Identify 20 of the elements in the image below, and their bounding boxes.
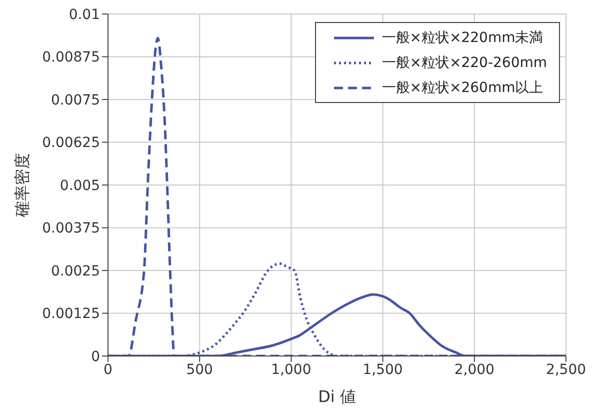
- x-tick-label: 1,500: [362, 362, 403, 378]
- y-tick-label: 0.01: [68, 6, 100, 23]
- y-axis-title: 確率密度: [12, 153, 32, 218]
- x-tick-label: 500: [186, 362, 213, 378]
- y-tick-label: 0.005: [60, 178, 100, 194]
- x-tick-label: 2,000: [454, 362, 494, 378]
- x-tick-label: 1,000: [271, 362, 312, 378]
- legend-label: 一般×粒状×220-260mm: [382, 54, 547, 72]
- legend-label: 一般×粒状×260mm以上: [382, 78, 544, 96]
- x-tick-label: 0: [104, 362, 112, 378]
- x-tick-label: 2,500: [546, 362, 586, 378]
- y-tick-label: 0.0025: [51, 263, 100, 280]
- legend-label: 一般×粒状×220mm未満: [382, 28, 544, 46]
- y-tick-label: 0.00875: [42, 50, 100, 66]
- y-tick-label: 0.00375: [42, 220, 100, 237]
- y-tick-label: 0.00625: [42, 135, 100, 152]
- y-tick-label: 0: [91, 348, 100, 365]
- y-tick-label: 0.0075: [51, 92, 100, 108]
- y-tick-label: 0.00125: [42, 306, 100, 322]
- x-axis-title: Di 値: [318, 387, 356, 406]
